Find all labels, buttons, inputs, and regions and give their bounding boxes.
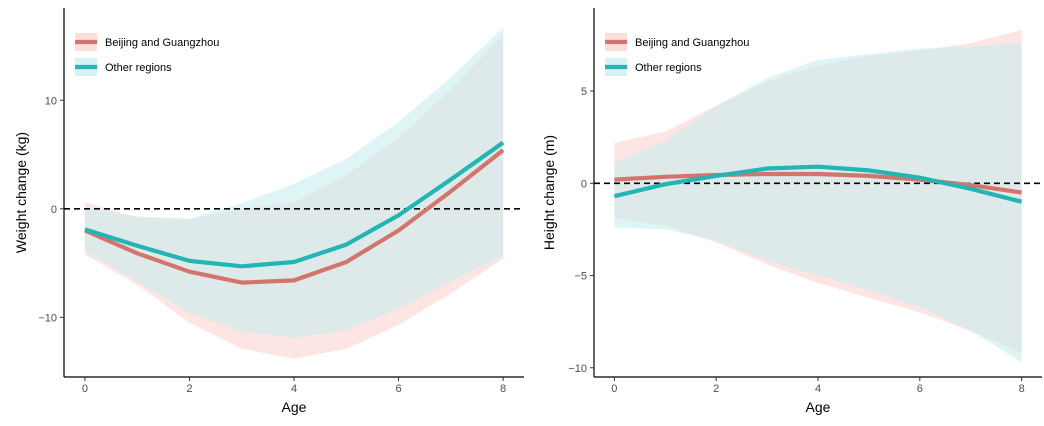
weight-legend-label: Beijing and Guangzhou [105, 37, 219, 49]
height-y-tick-label: 5 [581, 86, 587, 98]
height-legend-label: Other regions [635, 62, 702, 74]
height-x-tick-label: 2 [713, 383, 719, 395]
height-x-tick-label: 4 [815, 383, 821, 395]
weight-line-beijing-guangzhou [84, 148, 505, 285]
weight-y-tick-label: 0 [51, 204, 57, 216]
height-change-panel: 0 2 4 6 8 −10 −5 0 5 Age Height change (m) Beijing … [541, 8, 1042, 415]
weight-y-axis-label: Weight change (kg) [13, 132, 29, 253]
height-line-other-regions [613, 164, 1023, 204]
height-x-tick-label: 0 [611, 383, 617, 395]
height-y-tick-label: −10 [568, 363, 587, 375]
weight-x-tick-label: 2 [186, 383, 192, 395]
weight-line-other-regions [84, 140, 505, 269]
weight-change-panel: 0 2 4 6 8 −10 0 10 Age Weight change (kg) Beijing … [13, 8, 524, 415]
height-ci-band-other-regions [614, 43, 1022, 363]
weight-legend-label: Other regions [105, 62, 172, 74]
height-x-tick-label: 6 [917, 383, 923, 395]
height-legend-label: Beijing and Guangzhou [635, 37, 749, 49]
height-legend: Beijing and Guangzhou Other regions [605, 33, 749, 76]
height-x-axis-label: Age [806, 399, 831, 415]
weight-x-tick-label: 8 [500, 383, 506, 395]
weight-x-axis-label: Age [282, 399, 307, 415]
height-y-tick-label: 0 [581, 178, 587, 190]
height-x-tick-label: 8 [1019, 383, 1025, 395]
weight-x-tick-label: 0 [82, 383, 88, 395]
weight-y-tick-label: −10 [38, 312, 57, 324]
height-y-axis-label: Height change (m) [541, 135, 557, 250]
height-y-tick-label: −5 [574, 271, 587, 283]
weight-x-tick-label: 4 [291, 383, 297, 395]
weight-x-tick-label: 6 [395, 383, 401, 395]
weight-y-tick-label: 10 [45, 95, 57, 107]
weight-legend: Beijing and Guangzhou Other regions [75, 33, 219, 76]
